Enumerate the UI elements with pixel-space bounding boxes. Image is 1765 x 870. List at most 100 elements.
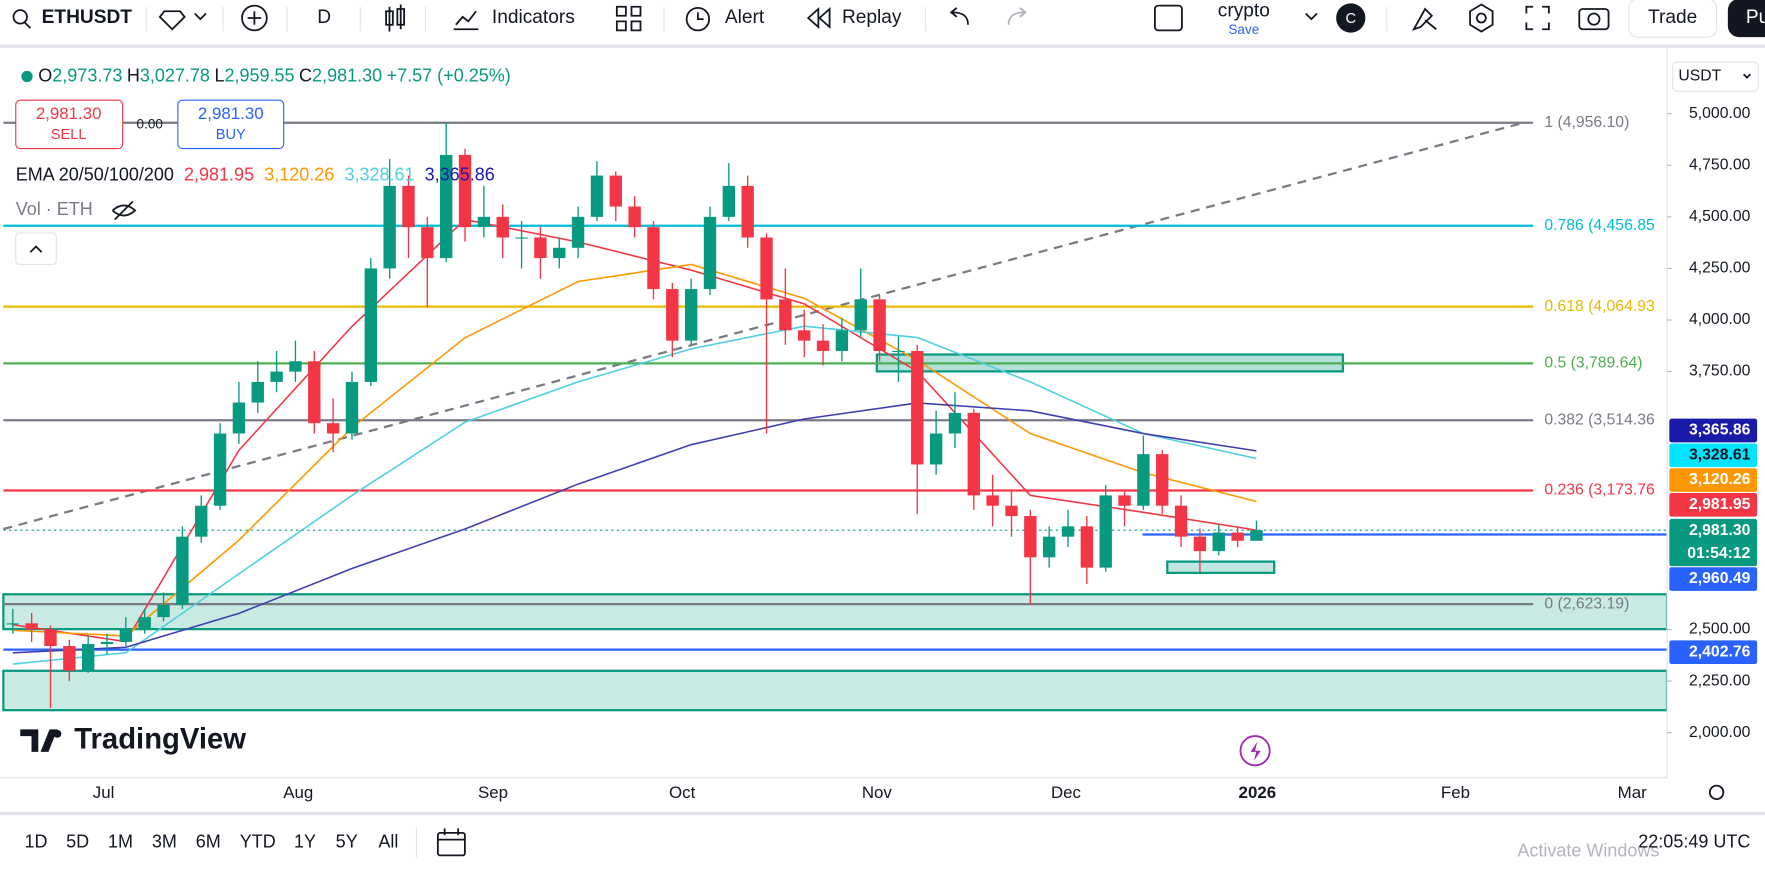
axis-settings[interactable] <box>1708 784 1725 800</box>
range-button[interactable]: 6M <box>196 832 221 852</box>
candle-body <box>1061 526 1075 537</box>
range-button[interactable]: 3M <box>152 832 177 852</box>
add-icon <box>247 11 262 25</box>
replay-button[interactable]: Replay <box>842 7 902 28</box>
candle-body <box>402 185 415 228</box>
support-zone <box>2 593 1669 631</box>
candle-body <box>1174 505 1188 537</box>
diamond-icon[interactable] <box>158 10 186 31</box>
price-badge-label: 3,328.61 <box>1689 446 1751 463</box>
candle-body <box>647 227 660 290</box>
candle-body <box>458 154 472 228</box>
candle-body <box>270 371 283 382</box>
ema-legend: EMA 20/50/100/200 2,981.95 3,120.26 3,328.6… <box>16 164 495 184</box>
time-label: Feb <box>1441 783 1470 802</box>
chevron <box>1742 73 1752 79</box>
buy-button[interactable] <box>177 99 285 150</box>
templates-icon[interactable] <box>615 5 642 32</box>
candle-body <box>1193 536 1207 552</box>
layout-name[interactable]: crypto <box>1218 0 1270 21</box>
date-range-icon[interactable] <box>436 831 466 857</box>
currency-select[interactable] <box>1672 61 1759 92</box>
status-dot <box>21 70 33 83</box>
ohlc-value: 3,027.78 <box>140 65 210 85</box>
time-label: Oct <box>669 783 696 802</box>
candle-body <box>760 237 773 300</box>
legend: O2,973.73 H3,027.78 L2,959.55 C2,981.30 +7.5… <box>15 65 511 266</box>
candle-body <box>684 289 698 341</box>
replay-icon[interactable] <box>806 6 831 30</box>
candle-body <box>741 185 754 238</box>
symbol[interactable]: ETHUSDT <box>42 7 133 28</box>
brand: TradingView <box>20 723 1271 767</box>
price-tick-label: 4,250.00 <box>1689 260 1751 277</box>
ema-value: 3,328.61 <box>344 164 414 184</box>
price-badge-label: 2,960.49 <box>1689 570 1751 587</box>
hidden-icon[interactable] <box>111 200 137 221</box>
candle-body <box>873 299 886 351</box>
redo-icon[interactable] <box>1007 7 1027 25</box>
undo-icon[interactable] <box>949 7 969 25</box>
candle-body <box>628 206 641 228</box>
candle-body <box>157 604 170 618</box>
fib-label: 1 (4,956.10) <box>1544 114 1629 131</box>
trade-button[interactable] <box>1628 0 1718 38</box>
candle-body <box>1118 495 1131 506</box>
volume-legend: Vol · ETH <box>16 199 93 219</box>
quick-search-icon[interactable] <box>1411 7 1437 31</box>
avatar[interactable] <box>1336 3 1366 33</box>
price-tick-label: 5,000.00 <box>1689 105 1751 122</box>
settings-icon[interactable] <box>1469 3 1494 33</box>
candle-body <box>1212 532 1225 552</box>
add-icon[interactable] <box>241 4 268 32</box>
candle-body <box>81 643 95 671</box>
lightning-button[interactable] <box>1239 735 1271 767</box>
chevron[interactable] <box>1305 12 1318 21</box>
range-button[interactable]: 1Y <box>294 832 316 852</box>
range-button[interactable]: All <box>378 832 398 852</box>
save-label[interactable]: Save <box>1228 22 1259 37</box>
price-badge <box>1669 468 1758 492</box>
collapse-button[interactable] <box>15 232 57 266</box>
range-button[interactable]: 5D <box>66 832 89 852</box>
alert-icon <box>696 12 704 21</box>
alert-button[interactable]: Alert <box>725 7 765 28</box>
interval[interactable]: D <box>317 7 331 28</box>
candle-body <box>1024 516 1037 558</box>
ohlc-key: L <box>214 65 224 85</box>
candle-body <box>911 350 924 465</box>
fib-label: 0.786 (4,456.85 <box>1544 217 1655 234</box>
candle-body <box>816 340 830 351</box>
candle-body <box>1005 505 1018 517</box>
publish-button[interactable] <box>1727 0 1765 38</box>
price-axis: USDT 5,000.00 4,750.00 4,500.00 4,250.00 4,0… <box>1666 48 1765 778</box>
range-button[interactable]: 5Y <box>336 832 358 852</box>
indicators-icon[interactable] <box>453 10 479 31</box>
fib-label: 0 (2,623.19) <box>1544 595 1629 612</box>
time-axis-bg <box>0 777 1765 813</box>
candle-body <box>929 433 943 465</box>
buy-price: 2,981.30 <box>198 104 264 123</box>
search-icon[interactable] <box>12 9 28 25</box>
sell-button[interactable] <box>15 99 124 150</box>
clock: 22:05:49 UTC <box>1638 832 1750 852</box>
indicators-button[interactable]: Indicators <box>492 7 575 28</box>
candle-body <box>477 216 491 228</box>
layout-icon[interactable] <box>1154 4 1183 32</box>
fullscreen-icon[interactable] <box>1525 5 1550 31</box>
price-badge <box>1669 640 1758 665</box>
range-button[interactable]: 1D <box>25 832 48 852</box>
price-badge <box>1669 518 1758 567</box>
brand-logo <box>53 729 62 738</box>
price-tick-label: 2,000.00 <box>1689 724 1751 741</box>
fib-label: 0.236 (3,173.76 <box>1544 482 1655 499</box>
candles-icon[interactable] <box>385 4 406 32</box>
range-button[interactable]: YTD <box>240 832 276 852</box>
candle-body <box>722 185 736 217</box>
alert-icon[interactable] <box>685 6 711 32</box>
buy-label: BUY <box>216 127 246 143</box>
time-label: Mar <box>1618 783 1647 802</box>
range-button[interactable]: 1M <box>108 832 133 852</box>
snapshot-icon[interactable] <box>1578 8 1610 31</box>
